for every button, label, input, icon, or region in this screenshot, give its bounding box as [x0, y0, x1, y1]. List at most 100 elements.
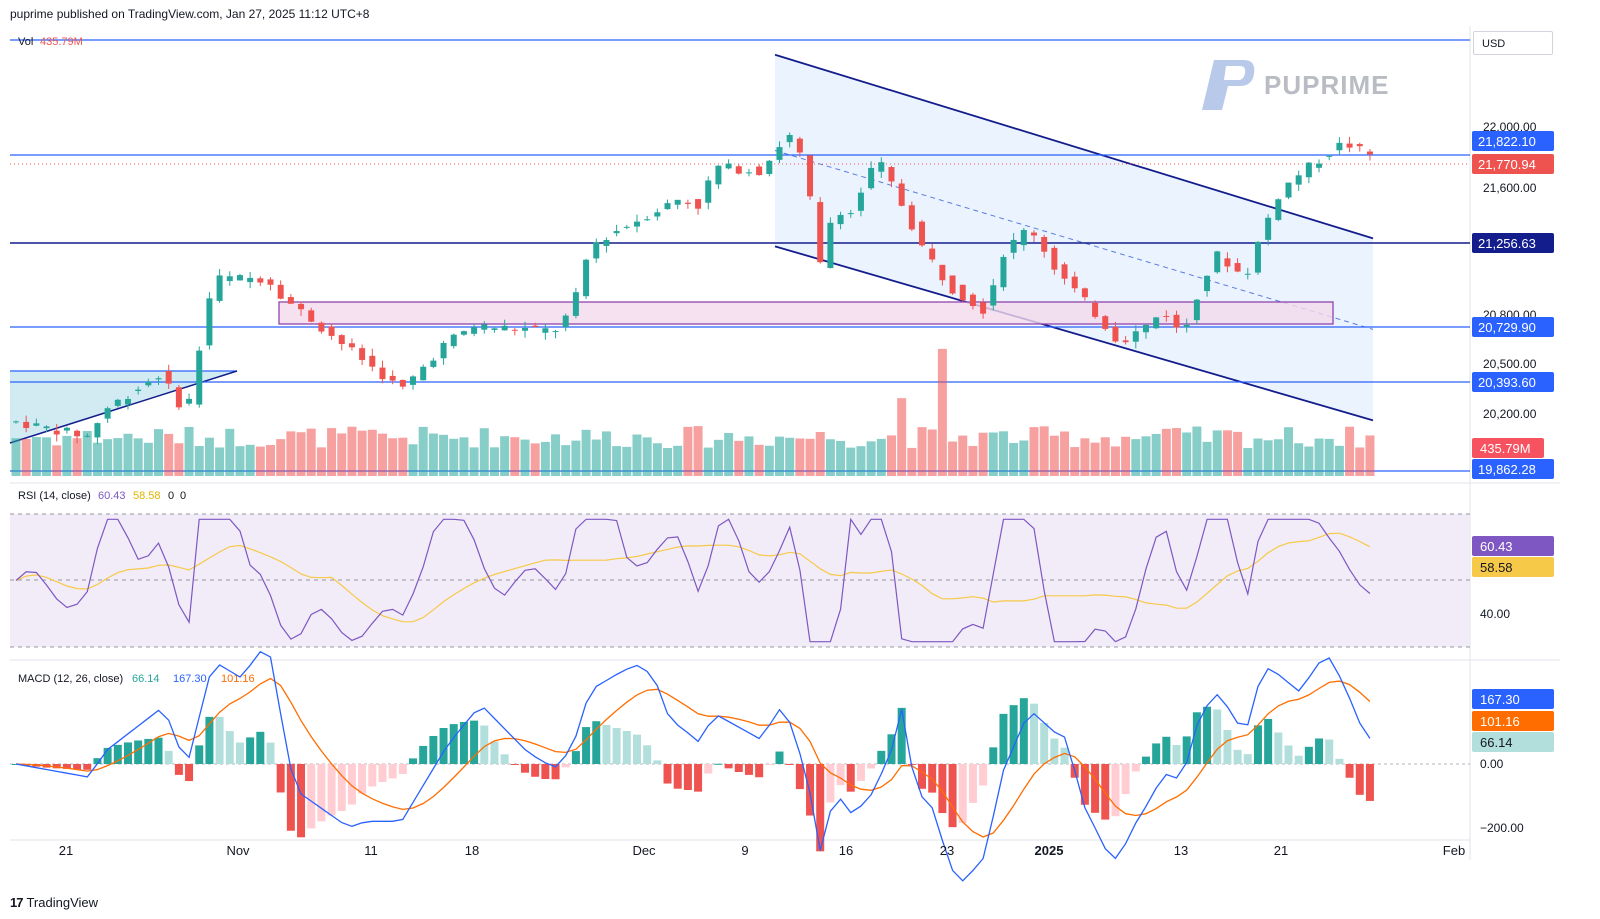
macd-hist-bar	[1060, 747, 1069, 764]
brand-logo: PUPRIME	[1200, 58, 1389, 112]
rsi-ma-value-box	[1472, 557, 1554, 577]
candle-body	[786, 134, 793, 143]
volume-bar	[1273, 439, 1283, 476]
candle-body	[847, 213, 854, 215]
macd-legend-title: MACD (12, 26, close)	[18, 673, 123, 685]
volume-bar	[724, 433, 734, 476]
macd-hist-bar	[846, 764, 855, 792]
volume-bar	[510, 437, 520, 476]
volume-bar	[978, 432, 988, 476]
candle-body	[745, 172, 752, 174]
volume-bar	[713, 439, 723, 476]
time-tick-label: Feb	[1443, 843, 1465, 858]
macd-hist-bar	[368, 764, 377, 787]
candle-body	[654, 212, 661, 217]
currency-button[interactable]: USD	[1473, 31, 1553, 55]
candle-body	[13, 421, 19, 423]
candle-body	[328, 326, 335, 336]
volume-bar	[296, 432, 306, 476]
macd-hist-bar	[1345, 764, 1354, 778]
rsi-ma-line	[15, 532, 1371, 623]
macd-hist-bar	[632, 734, 641, 764]
volume-bar	[968, 445, 978, 476]
macd-hist-bar	[765, 764, 774, 765]
tradingview-logo[interactable]: 17 TradingView	[10, 895, 98, 910]
macd-hist-bar	[144, 738, 153, 764]
candle-body	[247, 277, 254, 283]
macd-hist-bar	[174, 764, 183, 775]
macd-hist-bar	[510, 764, 519, 765]
candle-body	[552, 331, 559, 333]
price-tick-label: 20,500.00	[1483, 357, 1537, 371]
candle-body	[756, 166, 763, 176]
volume-bar	[785, 437, 795, 476]
time-tick-label: 16	[839, 843, 853, 858]
volume-bar	[551, 434, 561, 476]
volume-bar	[327, 428, 337, 476]
volume-bar	[266, 444, 275, 476]
candle-body	[1000, 256, 1007, 288]
rsi-line	[15, 517, 1371, 643]
volume-bar	[52, 445, 62, 476]
candle-body	[1336, 142, 1343, 151]
macd-value-box	[1472, 732, 1554, 752]
candle-body	[1020, 229, 1027, 246]
macd-hist-bar	[775, 751, 784, 764]
candle-body	[908, 205, 915, 230]
macd-hist-bar	[673, 764, 682, 789]
candle-body	[359, 348, 366, 360]
volume-bar	[948, 441, 958, 476]
macd-hist-bar	[123, 742, 132, 764]
volume-bar	[154, 429, 164, 476]
candle-body	[1173, 314, 1180, 328]
volume-bar	[408, 444, 418, 476]
candle-body	[430, 360, 437, 367]
candle-body	[562, 315, 569, 328]
price-level-label: 19,862.28	[1478, 462, 1536, 477]
candle-body	[715, 165, 722, 185]
candle-body	[1326, 155, 1333, 157]
candle-body	[817, 202, 824, 263]
macd-hist-bar	[836, 764, 845, 786]
volume-bar	[897, 398, 907, 476]
volume-bar	[1182, 432, 1192, 476]
candle-body	[1112, 326, 1119, 342]
triangle-fill	[10, 371, 237, 443]
candle-body	[23, 421, 30, 429]
vol-legend-label: Vol	[18, 36, 33, 48]
macd-hist-bar	[358, 764, 367, 794]
candle-body	[959, 284, 966, 301]
macd-legend-value: 66.14	[132, 673, 160, 685]
candle-body	[796, 138, 803, 153]
price-level-box	[1472, 459, 1554, 479]
volume-bar	[1161, 428, 1171, 476]
time-tick-label: 23	[940, 843, 954, 858]
volume-bar	[459, 437, 469, 476]
volume-bar	[1284, 427, 1293, 476]
macd-hist-bar	[1203, 706, 1212, 764]
macd-hist-bar	[429, 735, 438, 764]
tradingview-icon: 17	[10, 895, 24, 910]
time-tick-label: 9	[741, 843, 748, 858]
time-tick-label: 18	[465, 843, 479, 858]
candle-body	[572, 292, 579, 316]
channel-lower-line	[774, 245, 1374, 422]
volume-bar	[1304, 446, 1314, 476]
volume-bar	[337, 433, 347, 476]
macd-hist-bar	[643, 745, 652, 764]
macd-hist-bar	[235, 742, 244, 764]
candle-body	[969, 294, 976, 306]
volume-bar	[571, 440, 581, 476]
macd-hist-bar	[724, 764, 733, 769]
volume-bar	[520, 439, 530, 476]
macd-tick-label: 0.00	[1480, 757, 1504, 771]
volume-bar	[21, 438, 31, 476]
macd-hist-bar	[1253, 725, 1262, 764]
rsi-value-label: 60.43	[1480, 539, 1513, 554]
volume-bar	[663, 447, 673, 476]
volume-bar	[1100, 437, 1110, 476]
time-tick-label: 11	[364, 843, 378, 858]
price-tick-label: 20,200.00	[1483, 407, 1537, 421]
candle-body	[705, 180, 712, 203]
macd-hist-bar	[500, 754, 509, 764]
